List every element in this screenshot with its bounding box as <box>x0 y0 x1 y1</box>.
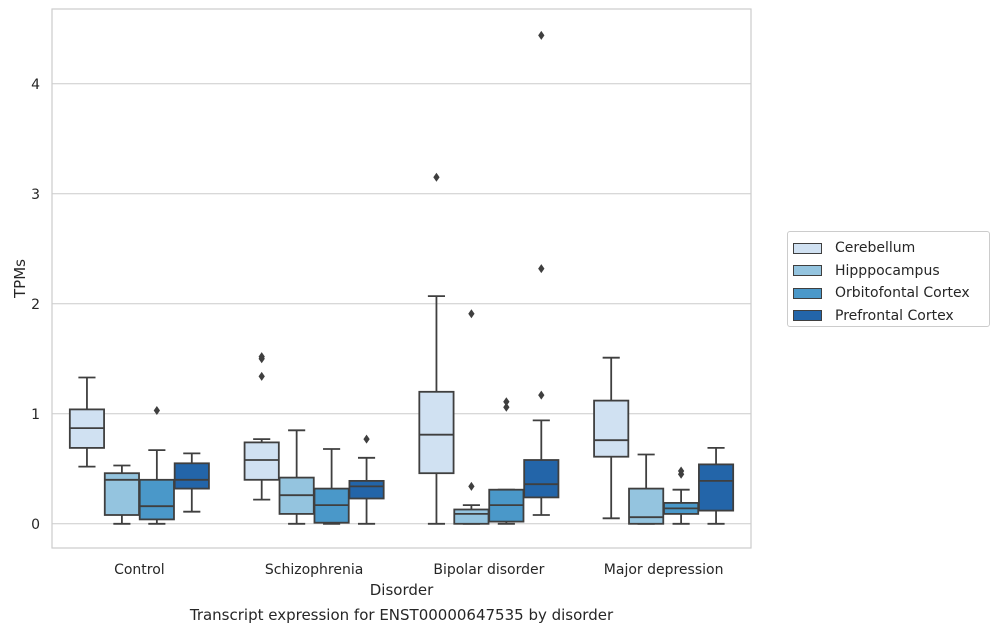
box-group <box>68 376 105 468</box>
box-group <box>348 434 385 525</box>
legend-label: Cerebellum <box>835 240 916 257</box>
legend-label: Prefrontal Cortex <box>835 307 954 324</box>
box-group <box>138 406 175 525</box>
box-group <box>278 429 315 525</box>
outlier-point <box>153 406 160 415</box>
box-group <box>313 448 350 525</box>
outlier-point <box>433 172 440 182</box>
y-axis-title: TPMs <box>11 259 29 299</box>
legend-swatch <box>793 310 822 322</box>
box <box>243 441 280 481</box>
legend-label: Hipppocampus <box>835 262 940 279</box>
y-tick-label: 4 <box>31 77 40 93</box>
outlier-point <box>538 390 545 400</box>
box <box>523 459 560 499</box>
x-tick-label: Schizophrenia <box>265 562 363 578</box>
box <box>453 508 490 525</box>
box <box>628 487 665 525</box>
box-group <box>523 30 560 516</box>
box <box>138 478 175 521</box>
box-group <box>453 309 490 525</box>
x-tick-labels: Control Schizophrenia Bipolar disorder Majo… <box>114 562 723 578</box>
legend-swatch <box>793 265 822 277</box>
box-group <box>173 452 210 513</box>
outlier-point <box>538 264 545 274</box>
box-group <box>698 446 735 525</box>
y-tick-label: 1 <box>31 407 40 423</box>
legend-item: Hipppocampus <box>788 260 989 283</box>
box <box>173 462 210 490</box>
outlier-point <box>677 466 685 476</box>
legend-label: Orbitofontal Cortex <box>835 285 970 302</box>
x-tick-label: Bipolar disorder <box>433 562 544 578</box>
outlier-point <box>258 371 265 381</box>
y-tick-label: 0 <box>31 517 40 533</box>
legend-swatch <box>793 242 822 254</box>
x-tick-label: Major depression <box>604 562 724 578</box>
y-tick-label: 2 <box>31 297 40 313</box>
x-tick-label: Control <box>114 562 165 578</box>
y-tick-labels: 0 1 2 3 4 <box>31 77 40 533</box>
outlier-point <box>468 309 475 319</box>
box-group <box>628 453 665 525</box>
outlier-point <box>538 30 545 40</box>
legend: Cerebellum Hipppocampus Orbitofontal Cor… <box>787 231 990 327</box>
outlier-point <box>258 352 265 362</box>
box-group <box>593 356 630 520</box>
box-group <box>243 352 280 501</box>
legend-item: Prefrontal Cortex <box>788 305 989 328</box>
outlier-point <box>468 481 475 491</box>
chart-title: Transcript expression for ENST0000064753… <box>189 606 614 624</box>
x-axis-title: Disorder <box>370 581 434 599</box>
legend-item: Cerebellum <box>788 237 989 260</box>
outlier-point <box>503 402 510 412</box>
box <box>348 479 385 500</box>
box-group <box>418 172 455 525</box>
outlier-point <box>363 434 370 444</box>
box <box>418 390 455 475</box>
box <box>593 399 630 458</box>
legend-item: Orbitofontal Cortex <box>788 282 989 305</box>
box-layer <box>68 30 735 525</box>
y-tick-label: 3 <box>31 187 40 203</box>
box-group <box>103 464 140 525</box>
box-group <box>663 466 700 525</box>
legend-swatch <box>793 287 822 299</box>
box-group <box>488 397 525 525</box>
plot-area-frame <box>51 8 752 549</box>
outlier-point <box>503 397 510 407</box>
box <box>698 463 735 512</box>
